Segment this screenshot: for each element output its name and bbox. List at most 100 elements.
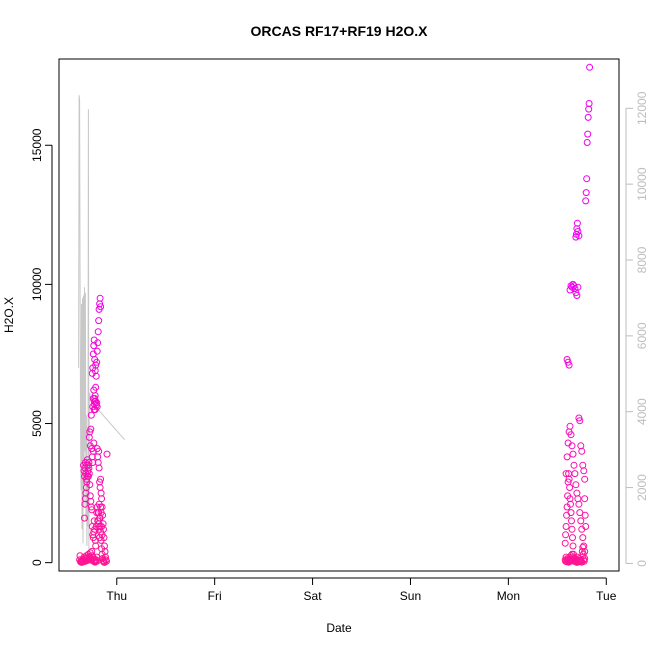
data-point [582, 197, 590, 205]
data-point [574, 228, 582, 235]
x-tick-label: Mon [497, 589, 520, 603]
x-tick-label: Fri [208, 589, 222, 603]
data-point [562, 523, 570, 530]
data-point [572, 481, 580, 489]
y-tick-label: 5000 [30, 410, 44, 437]
data-point [95, 447, 103, 455]
data-point [95, 464, 103, 472]
data-point [90, 336, 98, 344]
data-point [567, 431, 575, 439]
secondary-line [78, 95, 125, 552]
x-tick-label: Thu [106, 589, 127, 603]
y-axis-label: H2O.X [2, 297, 16, 333]
data-point [90, 386, 98, 394]
x-axis: Thu Fri Sat Sun Mon Tue [106, 577, 617, 603]
data-point [81, 514, 88, 522]
data-point [581, 511, 589, 519]
data-point [573, 219, 581, 227]
data-point [570, 550, 577, 558]
y-tick-label-right: 2000 [635, 474, 649, 501]
data-point [87, 425, 95, 433]
data-point [92, 401, 100, 409]
data-point [84, 472, 92, 480]
data-point [89, 459, 97, 466]
data-point [568, 442, 576, 450]
data-point [98, 495, 106, 503]
secondary-line-series [78, 95, 125, 552]
data-point [566, 484, 574, 491]
data-point [95, 317, 103, 325]
data-point [581, 475, 589, 483]
data-point [570, 461, 578, 469]
data-point [101, 558, 108, 566]
data-point [561, 539, 569, 547]
data-point [569, 534, 576, 542]
scatter-points [76, 63, 594, 566]
plot-box [58, 58, 620, 572]
y-axis: 0 5000 10000 15000 [30, 128, 53, 566]
data-point [573, 292, 581, 299]
data-point [97, 303, 105, 311]
data-point [586, 63, 594, 71]
data-point [565, 361, 573, 369]
data-point [567, 509, 575, 517]
data-point [580, 467, 588, 475]
data-point [562, 470, 570, 478]
data-point [580, 557, 588, 565]
data-point [96, 514, 104, 522]
data-point [90, 439, 98, 447]
data-point [584, 113, 592, 121]
data-point [567, 500, 574, 508]
y-tick-label-right: 6000 [635, 322, 649, 349]
y-tick-label: 15000 [30, 128, 44, 162]
data-point [103, 450, 111, 458]
data-point [566, 422, 574, 430]
data-point [92, 556, 100, 564]
data-point [563, 453, 571, 461]
data-point [85, 459, 93, 466]
y-tick-label-right: 8000 [635, 246, 649, 273]
y-tick-label: 0 [30, 559, 44, 566]
y-tick-label-right: 4000 [635, 398, 649, 425]
data-point [92, 361, 100, 369]
data-point [581, 495, 589, 503]
x-axis-label: Date [326, 621, 352, 635]
data-point [86, 481, 94, 489]
data-point [581, 555, 589, 562]
data-point [97, 475, 105, 483]
data-point [568, 525, 576, 533]
data-point [92, 542, 100, 550]
data-point [575, 500, 583, 508]
data-point [582, 523, 590, 530]
data-point [576, 417, 584, 425]
data-point [582, 189, 590, 197]
data-point [571, 470, 579, 478]
data-point [579, 534, 587, 542]
data-point [579, 543, 587, 551]
y-tick-label: 10000 [30, 267, 44, 301]
y-tick-label-right: 12000 [635, 91, 649, 125]
data-point [94, 328, 102, 336]
chart-title: ORCAS RF17+RF19 H2O.X [251, 23, 429, 39]
data-point [585, 100, 593, 107]
data-point [584, 130, 592, 138]
data-point [565, 475, 573, 483]
data-point [93, 403, 101, 411]
x-tick-label: Tue [596, 589, 617, 603]
data-point [562, 531, 570, 539]
x-tick-label: Sun [400, 589, 421, 603]
data-point [574, 283, 582, 291]
data-point [583, 139, 591, 146]
data-point [568, 517, 575, 525]
data-point [578, 447, 586, 455]
data-point [576, 509, 584, 517]
data-point [97, 536, 105, 544]
data-point [569, 450, 577, 458]
y-axis-right: 0 2000 4000 6000 8000 10000 12000 [625, 91, 649, 567]
y-tick-label-right: 0 [635, 560, 649, 567]
data-point [87, 411, 95, 419]
x-tick-label: Sat [304, 589, 323, 603]
data-point [581, 548, 589, 555]
